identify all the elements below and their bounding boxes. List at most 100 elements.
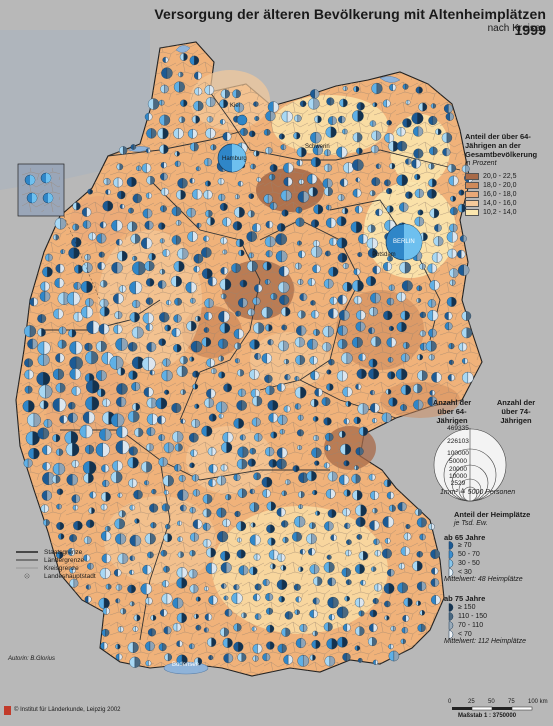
district-marker [211,368,217,374]
district-marker [132,255,138,261]
district-marker [389,83,397,92]
district-marker [263,194,273,204]
district-marker [343,162,354,174]
kiel-marker[interactable] [236,114,248,126]
district-marker [400,353,410,363]
district-marker [283,177,293,187]
district-marker [294,516,306,528]
district-marker [170,275,182,287]
district-marker [129,312,140,323]
district-marker [116,383,128,395]
district-marker [354,465,359,471]
district-marker [280,144,287,151]
district-marker [283,358,290,365]
district-marker [266,501,276,511]
district-marker [281,627,291,637]
district-marker [262,653,271,662]
district-marker [279,294,290,305]
district-marker [400,546,411,556]
district-marker [66,473,78,486]
counts-scale-note: 1mm² ≙ 5000 Personen [440,489,516,496]
district-marker [342,281,353,292]
district-marker [428,354,435,361]
district-marker [71,460,80,468]
district-marker [338,115,346,124]
district-marker [278,340,289,352]
district-marker [297,445,303,451]
district-marker [83,536,92,545]
district-marker [42,472,56,486]
berlin-marker[interactable] [385,223,423,261]
district-marker [405,524,411,529]
boundary-legend-lines [16,551,38,579]
district-marker [278,133,285,140]
district-marker [89,491,97,499]
district-marker [368,307,378,317]
district-marker [323,278,334,289]
district-marker [368,368,379,380]
district-marker [314,388,323,397]
district-marker [174,443,183,452]
district-marker [127,221,138,232]
district-marker [142,312,154,324]
district-marker [253,150,260,157]
district-marker [110,413,125,428]
count-value-label: 2529 [450,480,466,487]
district-marker [246,231,257,242]
district-marker [309,356,318,365]
district-marker [430,578,440,587]
district-marker [55,263,65,273]
district-marker [400,638,406,645]
district-marker [236,537,242,543]
district-marker [178,71,184,78]
district-marker [112,460,123,472]
district-marker [192,370,200,378]
district-marker [141,356,156,371]
district-marker [237,388,246,397]
district-marker [278,266,290,277]
district-marker [234,194,240,200]
district-marker [342,652,351,662]
district-marker [160,205,167,213]
district-marker [65,442,80,457]
district-marker [276,458,287,470]
district-marker [325,250,331,257]
district-marker [239,127,248,136]
district-marker [223,595,229,601]
district-marker [352,188,362,198]
district-marker [24,358,33,368]
district-marker [189,550,196,557]
boundary-legend-item: Landeshauptstadt [44,572,96,580]
district-marker [284,374,291,381]
district-marker [254,284,263,293]
district-marker [325,126,337,138]
district-marker [193,253,204,264]
district-marker [41,490,52,501]
district-marker [461,311,472,321]
district-marker [161,369,173,382]
district-marker [311,639,321,649]
district-marker [174,297,182,306]
district-marker [367,248,378,258]
boundary-legend-label: Kreisgrenze [44,564,79,572]
district-marker [192,489,200,497]
district-marker [388,140,399,152]
district-marker [298,491,305,498]
district-marker [176,577,188,589]
district-marker [276,579,288,590]
district-marker [449,268,459,278]
district-marker [355,504,367,517]
district-marker [329,237,338,246]
district-marker [36,372,51,386]
district-marker [194,87,203,96]
district-marker [324,521,334,531]
district-marker [140,583,152,595]
district-marker [99,567,111,579]
district-marker [298,179,304,185]
district-marker [419,533,426,541]
district-marker [27,338,38,350]
district-marker [265,385,275,396]
district-marker [341,567,351,578]
district-marker [145,323,154,332]
hamburg-marker[interactable] [217,143,247,173]
